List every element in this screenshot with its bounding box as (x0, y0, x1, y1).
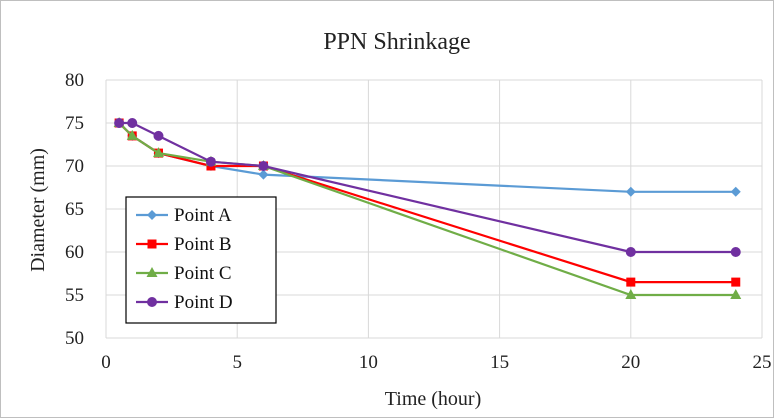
data-point (258, 161, 269, 171)
x-tick-label: 0 (101, 352, 111, 373)
x-tick-label: 15 (490, 352, 509, 373)
series-point-a (114, 118, 741, 197)
legend: Point A Point B Point C Point D (125, 196, 277, 324)
y-axis-ticks: 50 55 60 65 70 75 80 (65, 70, 84, 349)
x-tick-label: 5 (232, 352, 242, 373)
y-tick-label: 55 (65, 285, 84, 306)
x-tick-label: 25 (753, 352, 772, 373)
y-tick-label: 60 (65, 242, 84, 263)
data-point (625, 247, 636, 257)
data-point (258, 169, 269, 180)
y-tick-label: 65 (65, 199, 84, 220)
legend-marker (146, 267, 158, 277)
legend-label: Point B (174, 234, 232, 255)
chart-title: PPN Shrinkage (323, 29, 470, 55)
x-tick-label: 10 (359, 352, 378, 373)
legend-marker (147, 239, 157, 249)
y-tick-label: 80 (65, 70, 84, 91)
data-point (626, 277, 636, 287)
series-point-d (114, 118, 741, 257)
y-tick-label: 70 (65, 156, 84, 177)
x-axis-title: Time (hour) (385, 388, 481, 410)
y-tick-label: 75 (65, 113, 84, 134)
y-tick-label: 50 (65, 328, 84, 349)
x-axis-ticks: 0 5 10 15 20 25 (101, 352, 771, 373)
legend-item: Point A (136, 205, 232, 226)
data-point (152, 147, 164, 158)
series-group (113, 117, 742, 299)
legend-label: Point D (174, 292, 233, 313)
data-point (730, 186, 741, 197)
data-point (205, 156, 216, 167)
legend-marker (147, 297, 157, 307)
legend-item: Point C (136, 263, 232, 284)
legend-label: Point A (174, 205, 232, 226)
legend-label: Point C (174, 263, 232, 284)
legend-item: Point D (136, 292, 233, 313)
legend-marker (147, 210, 157, 220)
data-point (127, 118, 138, 128)
x-tick-label: 20 (621, 352, 640, 373)
data-point (153, 130, 164, 141)
data-point (625, 186, 636, 197)
y-axis-title: Diameter (mm) (27, 148, 49, 272)
legend-item: Point B (136, 234, 232, 255)
data-point (730, 247, 741, 257)
data-point (625, 289, 637, 299)
data-point (730, 289, 742, 299)
data-point (126, 129, 138, 140)
data-point (731, 277, 741, 287)
data-point (114, 118, 125, 128)
